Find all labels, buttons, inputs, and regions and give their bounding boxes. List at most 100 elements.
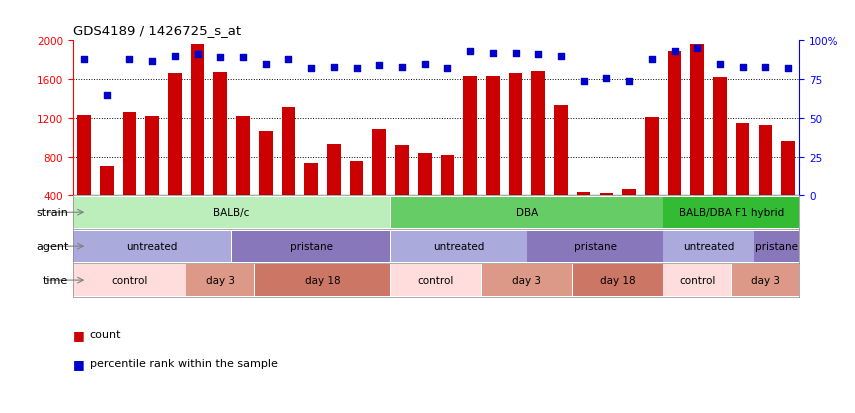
Text: control: control (111, 275, 148, 285)
Bar (481, 265, 572, 296)
Bar (599, 194, 613, 235)
Text: untreated: untreated (127, 242, 178, 252)
Text: percentile rank within the sample: percentile rank within the sample (90, 358, 278, 368)
Bar (236, 116, 250, 235)
Bar (259, 132, 273, 235)
Point (577, 78, 591, 85)
Bar (304, 164, 318, 235)
Bar (691, 45, 704, 235)
Bar (145, 116, 159, 235)
Text: GDS4189 / 1426725_s_at: GDS4189 / 1426725_s_at (73, 24, 241, 37)
Text: untreated: untreated (433, 242, 485, 252)
Text: pristane: pristane (574, 242, 616, 252)
Bar (168, 74, 181, 235)
Point (463, 49, 477, 55)
Text: time: time (43, 275, 68, 285)
Bar (732, 265, 799, 296)
Bar (391, 231, 527, 262)
Bar (77, 116, 91, 235)
Bar (645, 118, 658, 235)
Bar (463, 77, 477, 235)
Point (168, 53, 182, 60)
Point (259, 61, 273, 68)
Text: pristane: pristane (290, 242, 333, 252)
Bar (754, 231, 799, 262)
Bar (214, 73, 227, 235)
Bar (736, 123, 750, 235)
Text: day 3: day 3 (751, 275, 780, 285)
Text: day 3: day 3 (512, 275, 541, 285)
Point (77, 57, 91, 63)
Bar (668, 52, 681, 235)
Text: untreated: untreated (683, 242, 734, 252)
Text: day 18: day 18 (304, 275, 340, 285)
Bar (509, 74, 522, 235)
Bar (327, 145, 340, 235)
Point (236, 55, 250, 62)
Point (713, 61, 727, 68)
Point (373, 63, 386, 69)
Point (395, 64, 409, 71)
Point (532, 52, 545, 59)
Point (145, 58, 159, 65)
Bar (713, 78, 727, 235)
Point (622, 78, 636, 85)
Point (668, 49, 681, 55)
Point (509, 50, 522, 57)
Text: agent: agent (36, 242, 68, 252)
Bar (663, 265, 731, 296)
Point (440, 66, 454, 72)
Text: control: control (679, 275, 716, 285)
Point (281, 57, 295, 63)
Bar (577, 193, 591, 235)
Text: BALB/DBA F1 hybrid: BALB/DBA F1 hybrid (679, 208, 784, 218)
Text: BALB/c: BALB/c (214, 208, 250, 218)
Bar (663, 231, 754, 262)
Point (690, 46, 704, 52)
Point (418, 61, 432, 68)
Bar (73, 231, 232, 262)
Bar (186, 265, 254, 296)
Bar (255, 265, 391, 296)
Text: control: control (418, 275, 454, 285)
Bar (281, 108, 295, 235)
Point (758, 64, 772, 71)
Text: ■: ■ (73, 328, 85, 341)
Bar (781, 142, 795, 235)
Point (486, 50, 499, 57)
Bar (418, 153, 432, 235)
Bar (395, 145, 409, 235)
Text: day 3: day 3 (206, 275, 235, 285)
Bar (532, 72, 545, 235)
Bar (350, 162, 363, 235)
Bar (758, 125, 772, 235)
Bar (232, 231, 391, 262)
Point (100, 92, 114, 99)
Bar (440, 155, 454, 235)
Point (304, 66, 318, 72)
Point (736, 64, 750, 71)
Bar (100, 167, 114, 235)
Text: DBA: DBA (516, 208, 538, 218)
Bar (73, 265, 186, 296)
Bar (663, 197, 799, 228)
Bar (373, 130, 386, 235)
Point (350, 66, 363, 72)
Bar (122, 113, 136, 235)
Point (599, 75, 613, 82)
Bar (486, 77, 499, 235)
Point (327, 64, 340, 71)
Bar (73, 197, 391, 228)
Text: strain: strain (37, 208, 68, 218)
Point (645, 57, 658, 63)
Text: pristane: pristane (755, 242, 799, 252)
Bar (191, 45, 204, 235)
Bar (391, 197, 663, 228)
Bar (391, 265, 481, 296)
Bar (528, 231, 663, 262)
Bar (573, 265, 663, 296)
Point (214, 55, 227, 62)
Point (554, 53, 568, 60)
Bar (554, 106, 568, 235)
Text: count: count (90, 330, 121, 339)
